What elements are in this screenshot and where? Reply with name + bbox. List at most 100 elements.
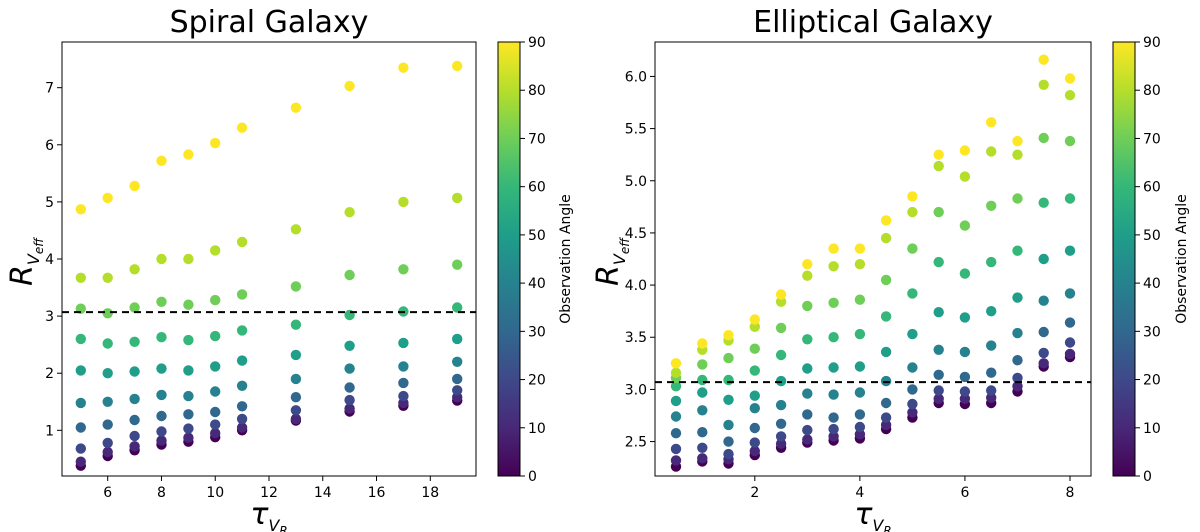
data-point [290,319,302,330]
data-point [775,418,787,429]
data-point [697,453,708,464]
data-point [129,441,140,452]
data-point [1012,149,1023,160]
data-point [828,389,839,400]
data-point [1064,348,1076,360]
data-point [129,393,140,405]
spiral-plot-frame [61,41,477,477]
data-point [723,394,734,405]
data-point [959,346,971,358]
data-point [1038,326,1049,338]
data-point [880,274,892,286]
data-point [1064,245,1076,256]
data-point [854,421,866,433]
data-point [986,392,997,403]
data-point [749,390,760,401]
data-point [129,366,140,377]
data-point [723,436,734,447]
y-tick-label: 6 [45,138,54,154]
data-point [749,403,760,414]
elliptical-colorbar: 0 10 20 30 40 50 60 70 80 90 Observation Angle [1112,35,1190,485]
data-point [1038,54,1049,65]
data-point [986,340,997,351]
data-point [156,363,167,374]
data-point [828,297,839,308]
data-point [1038,253,1049,265]
data-point [933,385,944,396]
data-point [452,302,463,313]
data-point [102,338,113,349]
data-point [452,333,463,345]
data-point [75,422,87,433]
data-point [1038,79,1049,91]
data-point [802,334,813,345]
data-point [344,394,355,406]
data-point [959,371,971,383]
data-point [933,256,944,268]
colorbar-tick-label: 70 [1143,131,1161,147]
data-point [854,361,866,372]
data-point [129,336,140,347]
x-tick-label: 16 [368,485,386,501]
data-point [236,325,248,336]
data-point [802,434,813,445]
colorbar-tick-label: 0 [528,469,537,485]
data-point [398,337,409,349]
colorbar-tick-label: 90 [528,35,546,51]
data-point [828,412,839,423]
data-point [775,296,787,307]
y-tick-label: 7 [45,81,54,97]
data-point [749,343,760,354]
x-tick-label: 2 [750,485,759,501]
colorbar-tick-label: 20 [528,373,546,389]
data-point [1038,132,1049,144]
data-point [1012,193,1023,204]
y-tick-label: 3.5 [625,330,647,346]
data-point [986,146,997,157]
data-point [959,393,971,404]
data-point [75,397,87,409]
y-tick-label: 2.5 [625,435,647,451]
data-point [907,288,918,299]
data-point [959,386,971,397]
data-point [290,405,302,416]
data-point [344,207,355,218]
data-point [749,365,760,376]
data-point [236,236,248,248]
data-point [1012,327,1023,339]
spiral-y-axis-label: RVeff [5,237,46,286]
data-point [933,160,944,172]
data-point [102,437,113,449]
data-point [156,253,167,265]
data-point [670,358,682,369]
data-point [854,409,866,420]
elliptical-galaxy-points [670,54,1076,472]
colorbar-tick-label: 80 [1143,83,1161,99]
data-point [828,423,839,435]
data-point [749,321,760,332]
data-point [907,384,918,395]
data-point [749,445,760,457]
data-point [344,403,355,414]
spiral-x-ticks: 6 8 10 12 14 16 18 [103,476,439,501]
colorbar-tick-label: 70 [528,131,546,147]
y-tick-label: 1 [45,423,54,439]
data-point [398,377,409,389]
y-tick-label: 4.0 [625,278,647,294]
data-point [986,306,997,317]
data-point [670,395,682,407]
data-point [183,423,194,434]
data-point [670,411,682,422]
spiral-colorbar-label: Observation Angle [558,194,574,324]
data-point [907,328,918,340]
data-point [1038,347,1049,359]
data-point [828,362,839,373]
colorbar-tick-label: 40 [1143,276,1161,292]
spiral-colorbar: 0 10 20 30 40 50 60 70 80 90 Observation Angle [497,35,574,485]
data-point [723,352,734,364]
data-point [290,392,302,403]
x-tick-label: 12 [260,485,278,501]
data-point [398,62,409,73]
y-tick-label: 5.0 [625,174,647,190]
